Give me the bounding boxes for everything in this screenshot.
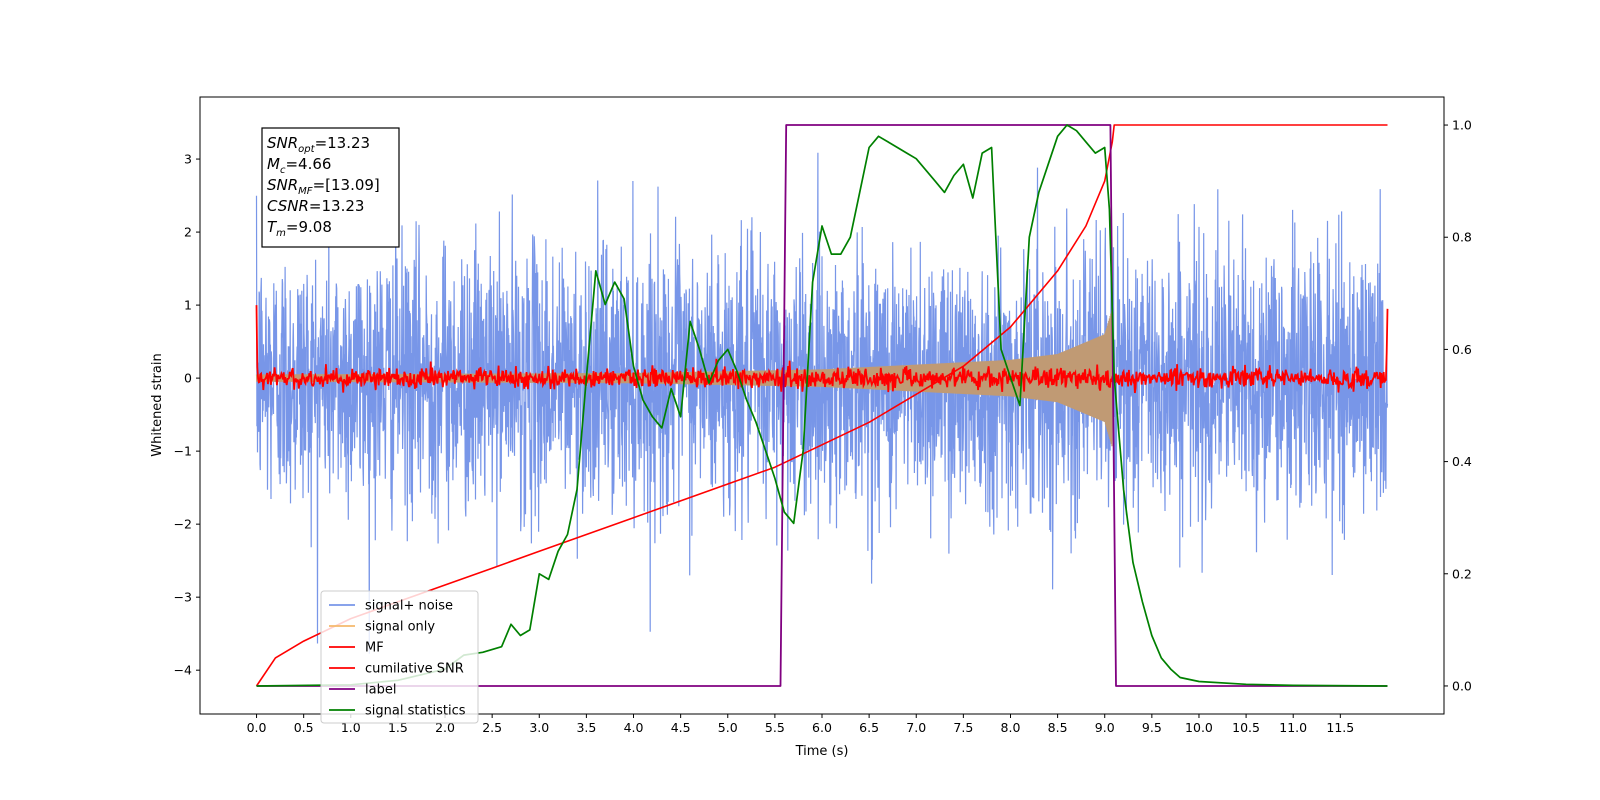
- legend: signal+ noise signal only MF cumilative SNR…: [320, 590, 479, 724]
- y-tick-label: 3: [184, 152, 192, 167]
- annotation-line: Tm=9.08: [267, 218, 332, 239]
- x-tick-label: 11.0: [1279, 720, 1307, 735]
- x-tick-label: 5.0: [718, 720, 738, 735]
- legend-label-signal-noise: signal+ noise: [365, 599, 453, 614]
- annotation-line: SNRMF=[13.09]: [267, 176, 380, 197]
- x-tick-label: 7.5: [953, 720, 973, 735]
- legend-frame: [320, 590, 479, 724]
- legend-label-cumilative-snr: cumilative SNR: [365, 662, 464, 677]
- x-tick-label: 5.5: [765, 720, 785, 735]
- x-tick-label: 3.0: [529, 720, 549, 735]
- y-right-tick-label: 0.4: [1452, 454, 1472, 469]
- y-right-tick-label: 0.6: [1452, 342, 1472, 357]
- annotation-box: SNRopt=13.23Mc=4.66SNRMF=[13.09]CSNR=13.…: [261, 127, 400, 248]
- series-line-mf: [255, 305, 1389, 394]
- x-tick-label: 6.5: [859, 720, 879, 735]
- legend-label-signal-statistics: signal statistics: [365, 704, 466, 719]
- x-tick-label: 4.5: [671, 720, 691, 735]
- legend-label-signal-only: signal only: [365, 620, 435, 635]
- x-tick-label: 8.0: [1001, 720, 1021, 735]
- x-tick-label: 10.0: [1185, 720, 1213, 735]
- legend-label-label: label: [365, 683, 396, 698]
- x-tick-label: 6.0: [812, 720, 832, 735]
- y-right-tick-label: 1.0: [1452, 118, 1472, 133]
- y-right-tick-label: 0.2: [1452, 566, 1472, 581]
- x-tick-label: 2.0: [435, 720, 455, 735]
- series-line-signal-noise: [255, 152, 1389, 654]
- x-tick-label: 7.0: [906, 720, 926, 735]
- y-tick-label: 2: [184, 225, 192, 240]
- series-line-label: [256, 124, 1388, 687]
- annotation-line: Mc=4.66: [267, 155, 331, 176]
- axes-ticks: 0.0 0.5 1.0 1.5 2.0 2.5 3.0 3.5 4.0 4.5 5.0 5.5 6.0 6…: [174, 118, 1472, 735]
- x-tick-label: 0.0: [247, 720, 267, 735]
- y-tick-label: −3: [174, 590, 192, 605]
- legend-label-mf: MF: [365, 641, 384, 656]
- annotation-box-frame: [261, 127, 400, 248]
- x-tick-label: 10.5: [1232, 720, 1260, 735]
- x-tick-label: 11.5: [1326, 720, 1354, 735]
- x-tick-label: 4.0: [624, 720, 644, 735]
- x-tick-label: 0.5: [294, 720, 314, 735]
- series-line-signal-statistics: [256, 124, 1388, 687]
- y-tick-label: 1: [184, 298, 192, 313]
- x-tick-label: 9.0: [1095, 720, 1115, 735]
- x-tick-label: 8.5: [1048, 720, 1068, 735]
- y-right-tick-label: 0.0: [1452, 678, 1472, 693]
- x-tick-label: 1.5: [388, 720, 408, 735]
- x-tick-label: 9.5: [1142, 720, 1162, 735]
- y-tick-label: −1: [174, 444, 192, 459]
- annotation-line: CSNR=13.23: [267, 197, 364, 215]
- x-tick-label: 1.0: [341, 720, 361, 735]
- x-tick-label: 3.5: [576, 720, 596, 735]
- y-tick-label: 0: [184, 371, 192, 386]
- x-tick-label: 2.5: [482, 720, 502, 735]
- y-tick-label: −2: [174, 517, 192, 532]
- y-axis-label: Whitened strain: [150, 353, 165, 456]
- y-tick-label: −4: [174, 663, 192, 678]
- y-right-tick-label: 0.8: [1452, 230, 1472, 245]
- x-axis-label: Time (s): [795, 744, 849, 759]
- annotation-line: SNRopt=13.23: [267, 134, 370, 155]
